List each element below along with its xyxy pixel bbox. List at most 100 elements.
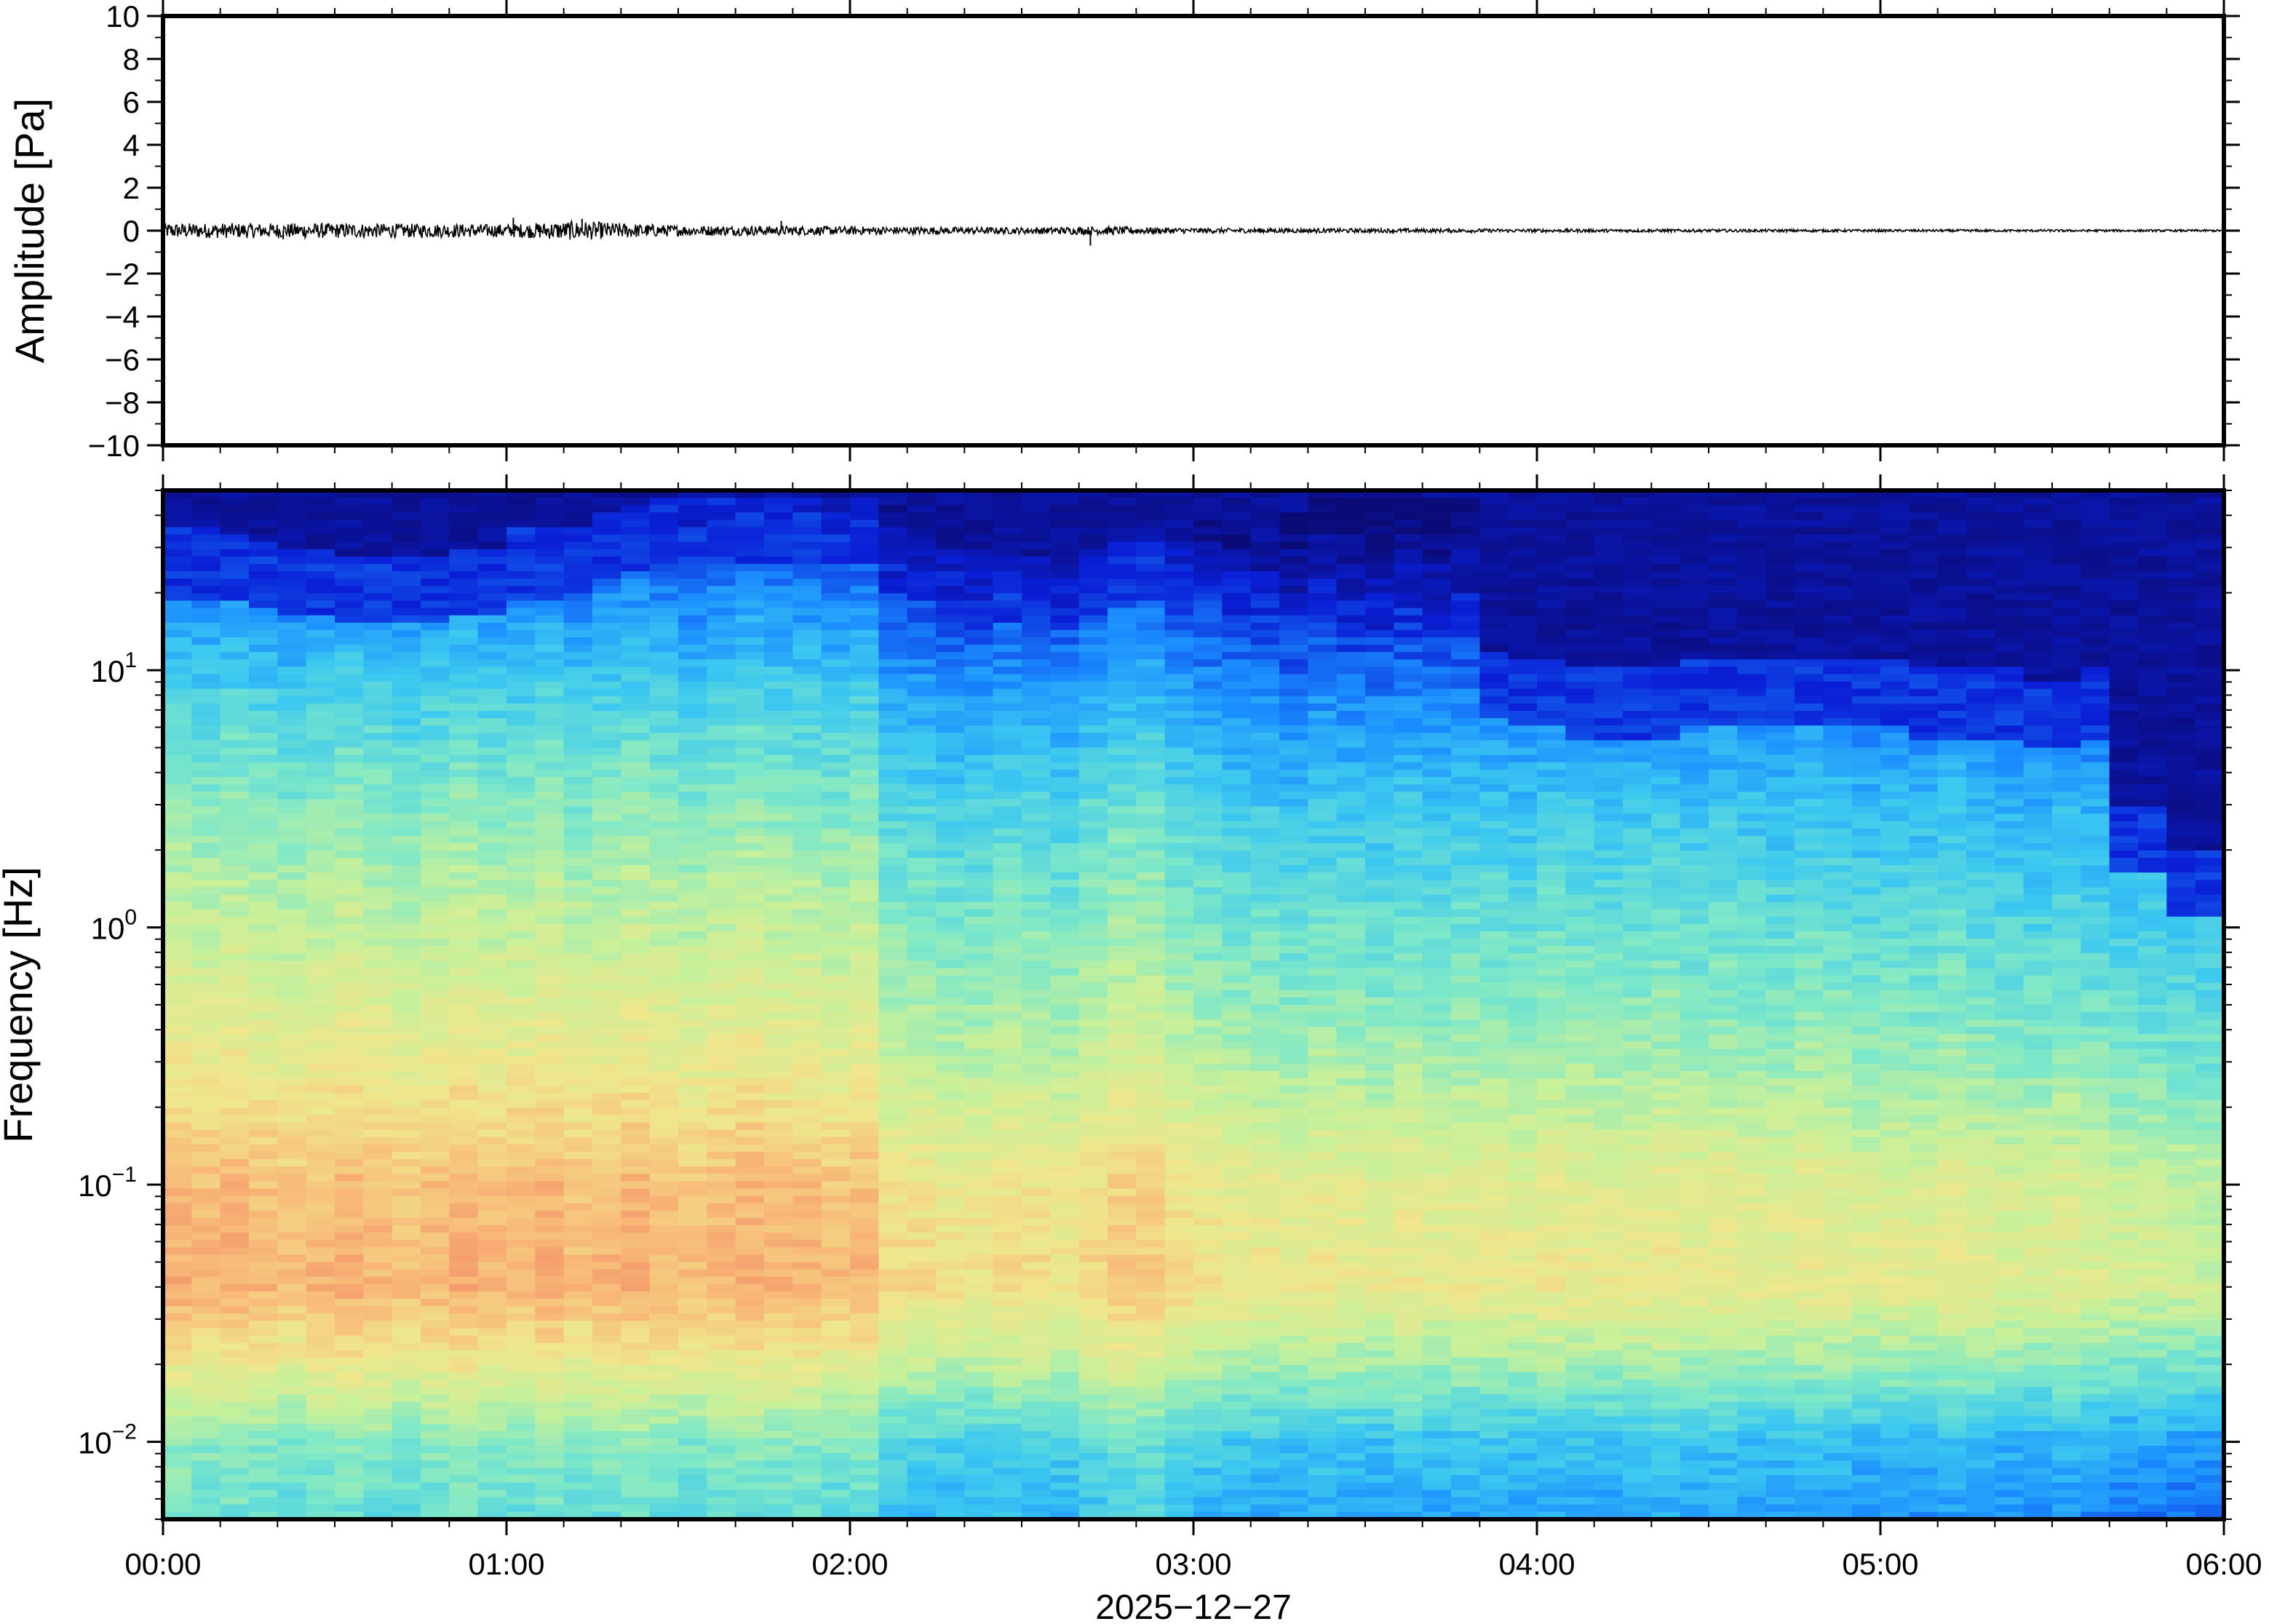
spectrogram-cell bbox=[936, 1350, 965, 1358]
spectrogram-cell bbox=[249, 1335, 278, 1344]
spectrogram-cell bbox=[678, 711, 707, 719]
spectrogram-cell bbox=[477, 1115, 507, 1123]
spectrogram-cell bbox=[792, 1093, 822, 1101]
spectrogram-cell bbox=[1050, 968, 1080, 976]
spectrogram-cell bbox=[993, 1380, 1022, 1388]
spectrogram-cell bbox=[1022, 1063, 1051, 1072]
spectrogram-cell bbox=[477, 843, 507, 851]
spectrogram-cell bbox=[878, 1181, 908, 1190]
spectrogram-cell bbox=[449, 909, 479, 918]
spectrogram-cell bbox=[936, 1070, 965, 1079]
spectrogram-cell bbox=[592, 1387, 621, 1395]
spectrogram-cell bbox=[821, 1107, 851, 1116]
spectrogram-cell bbox=[1050, 1166, 1080, 1174]
spectrogram-cell bbox=[735, 549, 765, 557]
spectrogram-cell bbox=[563, 1056, 593, 1064]
spectrogram-cell bbox=[249, 1005, 278, 1013]
spectrogram-cell bbox=[878, 1299, 908, 1307]
spectrogram-cell bbox=[1050, 1174, 1080, 1182]
spectrogram-cell bbox=[964, 1380, 994, 1388]
spectrogram-cell bbox=[477, 1504, 507, 1513]
spectrogram-cell bbox=[964, 755, 994, 763]
spectrogram-cell bbox=[1078, 512, 1108, 520]
spectrogram-cell bbox=[477, 534, 507, 543]
spectrogram-cell bbox=[1108, 534, 1137, 543]
spectrogram-cell bbox=[392, 1269, 421, 1278]
spectrogram-cell bbox=[936, 681, 965, 690]
spectrogram-cell bbox=[506, 1247, 536, 1255]
spectrogram-cell bbox=[563, 703, 593, 712]
spectrogram-cell bbox=[878, 1100, 908, 1108]
spectrogram-cell bbox=[421, 880, 450, 888]
spectrogram-cell bbox=[306, 1210, 335, 1219]
spectrogram-cell bbox=[506, 711, 536, 719]
spectrogram-cell bbox=[249, 1416, 278, 1425]
spectrogram-cell bbox=[678, 725, 707, 733]
spectrogram-cell bbox=[363, 725, 393, 733]
spectrogram-cell bbox=[392, 1078, 421, 1086]
spectrogram-cell bbox=[1050, 887, 1080, 896]
spectrogram-cell bbox=[335, 894, 364, 903]
spectrogram-cell bbox=[993, 747, 1022, 756]
spectrogram-cell bbox=[363, 578, 393, 586]
spectrogram-cell bbox=[535, 799, 565, 807]
spectrogram-cell bbox=[535, 725, 565, 733]
spectrogram-cell bbox=[1078, 1335, 1108, 1344]
spectrogram-cell bbox=[907, 887, 937, 896]
spectrogram-cell bbox=[449, 629, 479, 638]
spectrogram-cell bbox=[993, 564, 1022, 572]
spectrogram-cell bbox=[1022, 696, 1051, 704]
spectrogram-cell bbox=[707, 490, 736, 498]
spectrogram-cell bbox=[678, 1357, 707, 1366]
spectrogram-cell bbox=[707, 858, 736, 866]
spectrogram-cell bbox=[850, 1387, 879, 1395]
spectrogram-cell bbox=[993, 666, 1022, 675]
spectrogram-cell bbox=[1136, 733, 1166, 741]
spectrogram-cell bbox=[878, 1195, 908, 1204]
spectrogram-cell bbox=[191, 953, 221, 961]
spectrogram-cell bbox=[707, 1056, 736, 1064]
spectrogram-cell bbox=[592, 629, 621, 638]
spectrogram-cell bbox=[707, 968, 736, 976]
spectrogram-cell bbox=[907, 850, 937, 859]
spectrogram-cell bbox=[1078, 806, 1108, 814]
spectrogram-cell bbox=[277, 982, 307, 991]
spectrogram-cell bbox=[907, 821, 937, 829]
spectrogram-cell bbox=[421, 1240, 450, 1248]
spectrogram-cell bbox=[163, 556, 192, 565]
spectrogram-cell bbox=[850, 982, 879, 991]
spectrogram-cell bbox=[592, 1048, 621, 1057]
spectrogram-cell bbox=[392, 1291, 421, 1299]
spectrogram-cell bbox=[621, 1100, 651, 1108]
spectrogram-cell bbox=[964, 1086, 994, 1094]
spectrogram-cell bbox=[592, 762, 621, 771]
spectrogram-cell bbox=[277, 1078, 307, 1086]
spectrogram-cell bbox=[306, 505, 335, 513]
spectrogram-cell bbox=[735, 1335, 765, 1344]
spectrogram-cell bbox=[449, 674, 479, 682]
spectrogram-cell bbox=[735, 939, 765, 947]
spectrogram-cell bbox=[191, 894, 221, 903]
spectrogram-cell bbox=[421, 600, 450, 609]
spectrogram-cell bbox=[220, 1019, 250, 1027]
spectrogram-cell bbox=[277, 1137, 307, 1145]
spectrogram-cell bbox=[477, 755, 507, 763]
spectrogram-cell bbox=[1108, 1107, 1137, 1116]
spectrogram-cell bbox=[392, 747, 421, 756]
spectrogram-cell bbox=[191, 1446, 221, 1454]
spectrogram-cell bbox=[764, 1019, 793, 1027]
spectrogram-cell bbox=[306, 843, 335, 851]
spectrogram-cell bbox=[964, 835, 994, 844]
spectrogram-cell bbox=[1050, 1159, 1080, 1167]
spectrogram-cell bbox=[878, 901, 908, 910]
spectrogram-cell bbox=[1050, 541, 1080, 550]
spectrogram-cell bbox=[535, 1446, 565, 1454]
spectrogram-cell bbox=[678, 1446, 707, 1454]
spectrogram-cell bbox=[421, 821, 450, 829]
spectrogram-cell bbox=[421, 813, 450, 822]
spectrogram-cell bbox=[764, 1107, 793, 1116]
spectrogram-cell bbox=[449, 776, 479, 785]
spectrogram-cell bbox=[1050, 1416, 1080, 1425]
spectrogram-cell bbox=[421, 850, 450, 859]
spectrogram-cell bbox=[1050, 586, 1080, 594]
